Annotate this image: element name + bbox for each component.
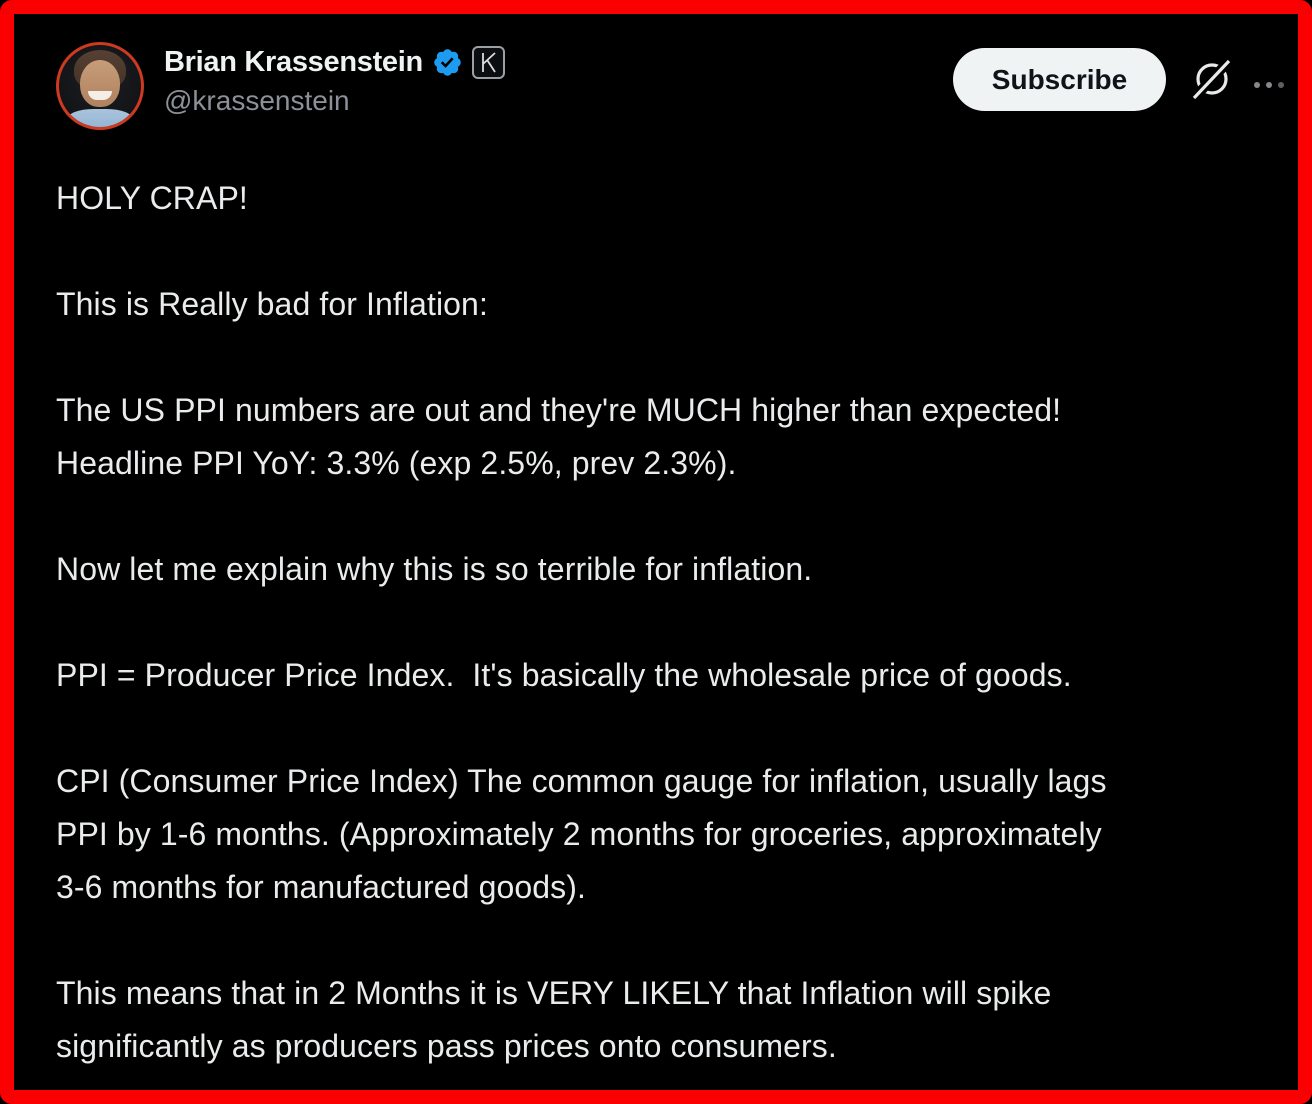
tweet-text: HOLY CRAP! This is Really bad for Inflat… [56,172,1284,1073]
display-name[interactable]: Brian Krassenstein [164,46,423,78]
tweet-header: Brian Krassenstein [56,42,1284,130]
more-dot [1254,81,1260,88]
tweet-paragraph: This is Really bad for Inflation: [56,286,488,322]
more-dot [1266,81,1272,88]
tweet-paragraph: HOLY CRAP! [56,180,248,216]
tweet-paragraph: The US PPI numbers are out and they're M… [56,392,1062,481]
more-dot [1278,81,1284,88]
header-actions: Subscribe [953,42,1284,111]
more-options-icon[interactable] [1252,80,1284,90]
tweet-paragraph: CPI (Consumer Price Index) The common ga… [56,763,1107,905]
tweet-paragraph: PPI = Producer Price Index. It's basical… [56,657,1072,693]
avatar-smile [88,91,112,100]
identity-block: Brian Krassenstein [164,42,505,117]
tweet-paragraph: This means that in 2 Months it is VERY L… [56,975,1052,1064]
subscribe-button[interactable]: Subscribe [953,48,1166,111]
tweet-paragraph: Now let me explain why this is so terrib… [56,551,813,587]
affiliate-k-badge-icon [471,46,505,79]
verified-badge-icon [434,49,461,76]
avatar-shirt [67,109,133,127]
name-row: Brian Krassenstein [164,46,505,79]
grok-icon[interactable] [1188,54,1236,106]
user-handle[interactable]: @krassenstein [164,85,350,116]
avatar[interactable] [56,42,144,130]
tweet-card: Brian Krassenstein [14,14,1298,1073]
